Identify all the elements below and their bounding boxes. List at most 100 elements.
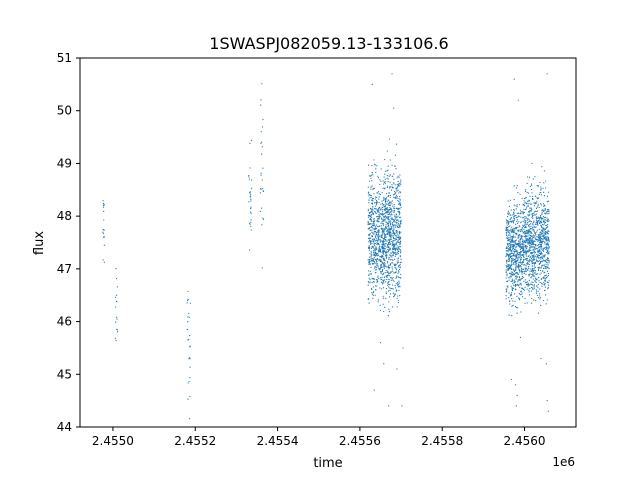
data-point: [399, 225, 401, 227]
data-point: [531, 257, 533, 260]
data-point: [536, 229, 539, 231]
data-point: [392, 250, 394, 252]
data-point: [511, 249, 513, 252]
data-point: [532, 262, 534, 264]
data-point: [369, 270, 372, 272]
data-point: [509, 220, 511, 222]
data-point: [397, 249, 399, 251]
data-point: [525, 201, 527, 203]
data-point: [397, 284, 399, 286]
data-point: [372, 223, 374, 225]
data-point: [399, 203, 402, 205]
data-point: [514, 281, 517, 283]
data-point: [526, 223, 528, 225]
data-point: [393, 230, 395, 232]
data-point: [390, 232, 392, 234]
data-point: [261, 267, 263, 269]
data-point: [532, 278, 534, 280]
data-point: [373, 248, 376, 250]
data-point: [394, 239, 396, 242]
data-point: [547, 244, 550, 246]
data-point: [527, 205, 529, 208]
data-point: [516, 206, 518, 208]
data-point: [385, 292, 388, 295]
data-point: [381, 269, 384, 272]
data-point: [389, 235, 391, 237]
data-point: [540, 235, 542, 237]
data-point: [385, 288, 388, 290]
data-point: [509, 230, 511, 232]
data-point: [515, 239, 517, 241]
data-point: [537, 248, 539, 250]
data-point: [545, 261, 547, 263]
data-point: [372, 240, 374, 242]
data-point: [525, 273, 527, 275]
data-point: [383, 282, 385, 284]
data-point: [372, 246, 374, 248]
data-point: [529, 185, 532, 188]
data-point: [514, 232, 516, 234]
data-point: [509, 303, 511, 305]
data-point: [376, 210, 379, 213]
data-point: [387, 181, 389, 183]
data-point: [393, 211, 395, 214]
data-point: [536, 260, 538, 262]
data-point: [540, 224, 542, 226]
data-point: [260, 99, 262, 101]
data-point: [524, 279, 527, 281]
data-point: [511, 228, 513, 230]
data-point: [524, 233, 526, 235]
data-point: [378, 229, 380, 231]
data-point: [537, 217, 539, 220]
data-point: [394, 214, 396, 216]
data-point: [397, 239, 399, 241]
data-point: [545, 248, 547, 251]
data-point: [532, 240, 534, 242]
data-point: [528, 176, 531, 178]
data-point: [545, 265, 548, 267]
data-point: [389, 223, 392, 226]
data-point: [370, 281, 372, 283]
data-point: [395, 238, 398, 241]
data-point: [393, 210, 395, 212]
data-point: [387, 230, 389, 232]
data-point: [509, 295, 511, 297]
data-point: [396, 252, 399, 254]
data-point: [527, 255, 530, 258]
data-point: [381, 200, 383, 202]
data-point: [534, 248, 537, 250]
data-point: [381, 247, 384, 249]
data-point: [382, 229, 384, 231]
data-point: [523, 254, 525, 256]
data-point: [393, 207, 395, 209]
data-point: [507, 220, 509, 222]
data-point: [369, 241, 371, 243]
data-point: [390, 227, 392, 229]
data-point: [529, 246, 531, 249]
data-point: [189, 334, 191, 337]
data-point: [389, 201, 391, 203]
data-point: [389, 287, 391, 289]
data-point: [384, 187, 386, 189]
data-point: [531, 223, 534, 225]
data-point: [520, 244, 522, 246]
data-point: [523, 208, 525, 211]
data-point: [385, 250, 387, 252]
data-point: [390, 259, 392, 261]
data-point: [387, 250, 390, 253]
data-point: [389, 283, 391, 286]
data-point: [540, 194, 543, 196]
data-point: [382, 242, 384, 244]
data-point: [368, 262, 370, 264]
data-point: [376, 243, 378, 246]
data-point: [531, 254, 533, 257]
data-point: [518, 268, 520, 270]
data-point: [402, 347, 404, 349]
data-point: [538, 246, 541, 248]
data-point: [507, 264, 509, 266]
data-point: [535, 279, 537, 281]
data-point: [524, 270, 526, 272]
data-point: [514, 250, 517, 253]
data-point: [544, 209, 547, 211]
data-point: [506, 262, 508, 264]
